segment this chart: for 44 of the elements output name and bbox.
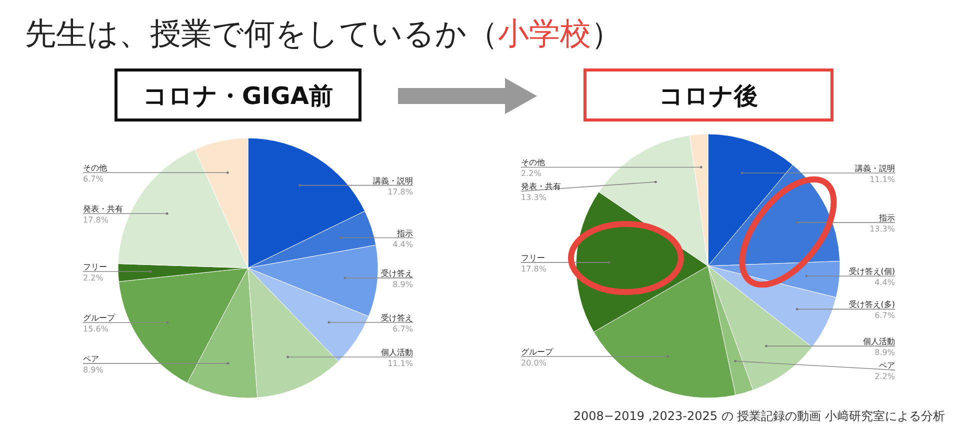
slice-label: 個人活動 (863, 337, 895, 346)
data-label: 4.4% (392, 240, 414, 249)
slice-label: 講義・説明 (373, 176, 413, 186)
data-label: 17.8% (83, 216, 109, 225)
slice-label: 受け答え (381, 268, 413, 278)
slice-label: 講義・説明 (855, 164, 895, 173)
chart-title: コロナ・GIGA前 (143, 82, 333, 110)
slice-label: ペア (83, 354, 99, 364)
slice-label: 発表・共有 (83, 204, 123, 214)
data-label: 13.3% (870, 224, 896, 234)
data-label: 6.7% (83, 174, 104, 184)
data-label: 2.2% (874, 372, 896, 382)
slice-label: フリー (83, 262, 107, 272)
slice-label: 受け答え(個) (848, 267, 895, 276)
chart-title: コロナ後 (659, 82, 758, 110)
text: 2008−2019 ,2023-2025 の 授業記録の動画 小﨑研究室による分析 (573, 409, 945, 423)
slice-label: 個人活動 (381, 348, 413, 358)
data-label: 20.0% (521, 358, 547, 368)
slice-label: 受け答え(多) (848, 300, 895, 310)
slice-label: ペア (879, 361, 895, 370)
data-label: 8.9% (874, 348, 896, 358)
slice-label: 発表・共有 (521, 182, 561, 192)
data-label: 6.7% (392, 324, 414, 334)
data-label: 15.6% (83, 324, 109, 334)
slice-label: フリー (521, 253, 545, 262)
slice-label: 指示 (396, 228, 413, 238)
slice-label: 受け答え (381, 313, 413, 322)
data-label: 6.7% (874, 311, 896, 320)
slice-label: グループ (83, 314, 116, 323)
slice-label: その他 (83, 164, 107, 173)
data-label: 11.1% (388, 359, 414, 368)
data-label: 13.3% (521, 193, 547, 202)
data-label: 8.9% (392, 280, 414, 289)
slice-label: 指示 (878, 214, 895, 223)
data-label: 17.8% (388, 187, 414, 196)
data-label: 17.8% (521, 264, 547, 274)
text: 先生は、授業で何をしているか（小学校） (25, 16, 622, 52)
data-label: 2.2% (83, 274, 104, 283)
data-label: 4.4% (874, 278, 896, 288)
data-label: 2.2% (521, 169, 542, 178)
slice-label: その他 (521, 158, 545, 168)
slice-label: グループ (521, 347, 554, 356)
data-label: 11.1% (870, 174, 896, 184)
data-label: 8.9% (83, 365, 104, 374)
